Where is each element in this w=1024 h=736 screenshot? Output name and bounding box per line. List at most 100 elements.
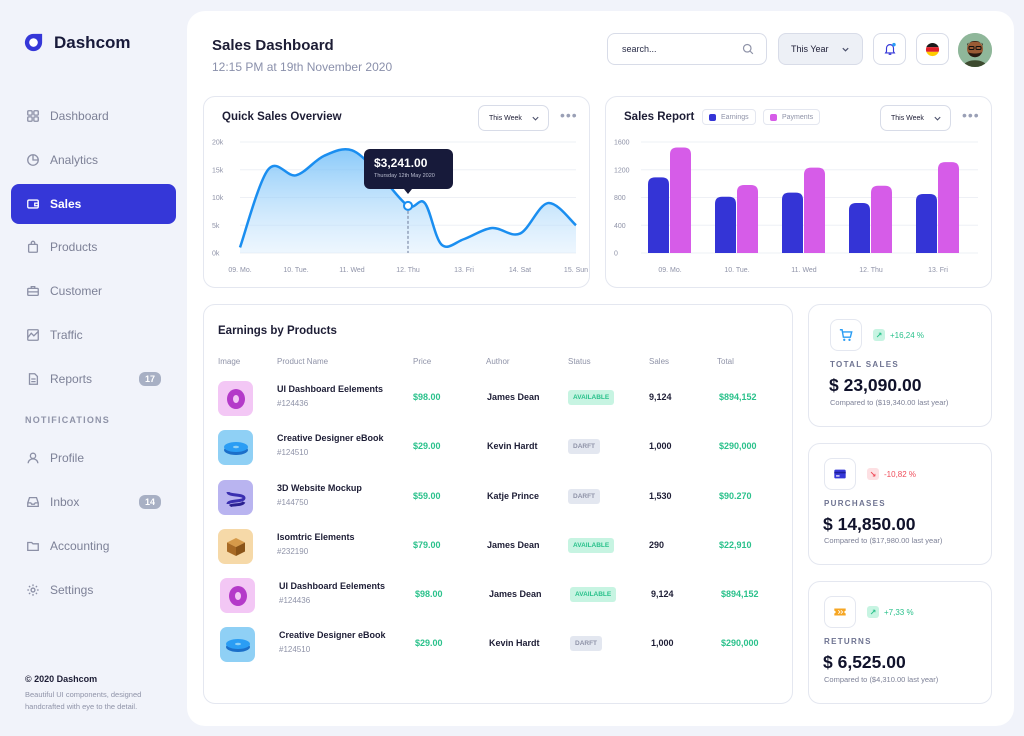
product-id: #124510 xyxy=(279,645,311,654)
x-tick-label: 12. Thu xyxy=(396,267,420,274)
search-box[interactable] xyxy=(607,33,767,65)
sales-report-title: Sales Report xyxy=(624,111,695,123)
products-card xyxy=(203,304,793,704)
sidebar-item-reports[interactable]: Reports 17 xyxy=(11,359,176,399)
product-name: Isomtric Elements xyxy=(277,532,355,542)
stat-card-purchases: ↘ -10,82 % PURCHASES $ 14,850.00 Compare… xyxy=(808,443,992,565)
stat-trend: ↘ -10,82 % xyxy=(867,468,916,480)
sidebar-item-inbox[interactable]: Inbox 14 xyxy=(11,482,176,522)
sidebar-item-label: Traffic xyxy=(50,328,83,342)
product-id: #124510 xyxy=(277,448,309,457)
stat-compare: Compared to ($17,980.00 last year) xyxy=(824,536,943,545)
y-tick-label: 0 xyxy=(614,251,618,258)
sidebar-item-traffic[interactable]: Traffic xyxy=(11,315,176,355)
logo-icon xyxy=(24,33,43,52)
sidebar-item-sales[interactable]: Sales xyxy=(11,184,176,224)
column-header-price: Price xyxy=(413,357,432,366)
bar-chart: 1600 1200 800 400 0 09. Mo. 10. Tue. 11. Wed 12.… xyxy=(614,140,978,274)
legend-earnings-label: Earnings xyxy=(721,113,749,121)
sidebar-item-customer[interactable]: Customer xyxy=(11,271,176,311)
user-avatar[interactable] xyxy=(958,33,992,67)
products-title: Earnings by Products xyxy=(218,325,337,337)
table-row[interactable]: UI Dashboard Eelements #124436 $98.00 James… xyxy=(220,576,780,614)
quick-sales-period-select[interactable]: This Week xyxy=(478,105,549,131)
period-select[interactable]: This Year xyxy=(778,33,863,65)
sales-report-period-value: This Week xyxy=(891,114,924,122)
bag-icon xyxy=(27,240,39,253)
table-row[interactable]: 3D Website Mockup #144750 $59.00 Katje Prin… xyxy=(218,478,778,516)
y-tick-label: 1200 xyxy=(614,167,630,174)
sidebar-item-products[interactable]: Products xyxy=(11,227,176,267)
sidebar-item-dashboard[interactable]: Dashboard xyxy=(11,96,176,136)
payments-bar xyxy=(938,162,959,253)
status-badge: DARFT xyxy=(568,439,601,454)
gear-icon xyxy=(27,584,39,596)
product-sales: 9,124 xyxy=(649,392,672,402)
table-row[interactable]: Creative Designer eBook #124510 $29.00 Kevi… xyxy=(218,428,778,466)
x-tick-label: 13. Fri xyxy=(928,267,948,274)
y-tick-label: 800 xyxy=(614,195,626,202)
area-chart: 20k 15k 10k 5k 0k 09. Mo. 10. Tue. 11. Wed 12. T… xyxy=(212,140,588,275)
product-author: James Dean xyxy=(489,589,542,599)
language-button[interactable] xyxy=(916,33,949,65)
product-author: James Dean xyxy=(487,540,540,550)
period-select-value: This Year xyxy=(791,44,829,54)
stat-card-total-sales: ↗ +16,24 % TOTAL SALES $ 23,090.00 Compa… xyxy=(808,304,992,427)
product-name: UI Dashboard Eelements xyxy=(279,581,386,591)
legend-earnings[interactable]: Earnings xyxy=(702,109,756,125)
product-author: Kevin Hardt xyxy=(487,441,538,451)
search-input[interactable] xyxy=(622,44,742,54)
area-line xyxy=(238,147,577,248)
legend-payments-swatch xyxy=(770,113,777,121)
product-total: $894,152 xyxy=(721,589,759,599)
earnings-bar xyxy=(916,194,937,253)
notifications-button[interactable] xyxy=(873,33,906,65)
sidebar-item-accounting[interactable]: Accounting xyxy=(11,526,176,566)
sidebar-item-settings[interactable]: Settings xyxy=(11,570,176,610)
product-name: Creative Designer eBook xyxy=(279,630,386,640)
product-author: Kevin Hardt xyxy=(489,638,540,648)
germany-flag-icon xyxy=(925,42,940,56)
stat-trend: ↗ +7,33 % xyxy=(867,606,914,618)
chevron-down-icon xyxy=(934,116,941,121)
sales-report-period-select[interactable]: This Week xyxy=(880,105,951,131)
status-badge: DARFT xyxy=(570,636,603,651)
product-image xyxy=(220,578,255,613)
product-author: James Dean xyxy=(487,392,540,402)
stat-icon-box xyxy=(830,319,862,351)
card-icon xyxy=(834,469,846,479)
stat-icon-box xyxy=(824,596,856,628)
stat-icon-box xyxy=(824,458,856,490)
product-name: 3D Website Mockup xyxy=(277,483,362,493)
inbox-icon xyxy=(27,496,39,508)
sidebar-item-profile[interactable]: Profile xyxy=(11,438,176,478)
table-row[interactable]: UI Dashboard Eelements #124436 $98.00 James… xyxy=(218,379,778,417)
product-total: $290,000 xyxy=(719,441,757,451)
legend-payments[interactable]: Payments xyxy=(763,109,821,125)
product-image xyxy=(220,627,255,662)
y-tick-label: 20k xyxy=(212,140,224,147)
logo[interactable]: Dashcom xyxy=(22,31,131,54)
product-sales: 1,530 xyxy=(649,491,672,501)
search-icon[interactable] xyxy=(742,43,754,55)
earnings-bar xyxy=(648,177,669,253)
table-row[interactable]: Creative Designer eBook #124510 $29.00 Kevi… xyxy=(220,625,780,663)
more-options-icon[interactable]: ••• xyxy=(560,107,578,123)
cart-icon xyxy=(839,329,853,341)
stat-change: +16,24 % xyxy=(890,330,925,340)
sidebar-item-analytics[interactable]: Analytics xyxy=(11,140,176,180)
product-id: #124436 xyxy=(279,596,311,605)
more-options-icon[interactable]: ••• xyxy=(962,107,980,123)
product-total: $290,000 xyxy=(721,638,759,648)
stat-compare: Compared to ($19,340.00 last year) xyxy=(830,398,949,407)
stat-label: RETURNS xyxy=(824,637,872,646)
chevron-down-icon xyxy=(532,116,539,121)
table-row[interactable]: Isomtric Elements #232190 $79.00 James Dean… xyxy=(218,527,778,565)
notifications-heading: NOTIFICATIONS xyxy=(25,415,110,425)
payments-bar xyxy=(871,185,892,253)
stat-value: $ 14,850.00 xyxy=(823,514,916,534)
quick-sales-period-value: This Week xyxy=(489,114,522,122)
quick-sales-card: Quick Sales Overview This Week ••• 20k 15… xyxy=(203,96,590,288)
product-sales: 9,124 xyxy=(651,589,674,599)
column-header-total: Total xyxy=(717,357,734,366)
